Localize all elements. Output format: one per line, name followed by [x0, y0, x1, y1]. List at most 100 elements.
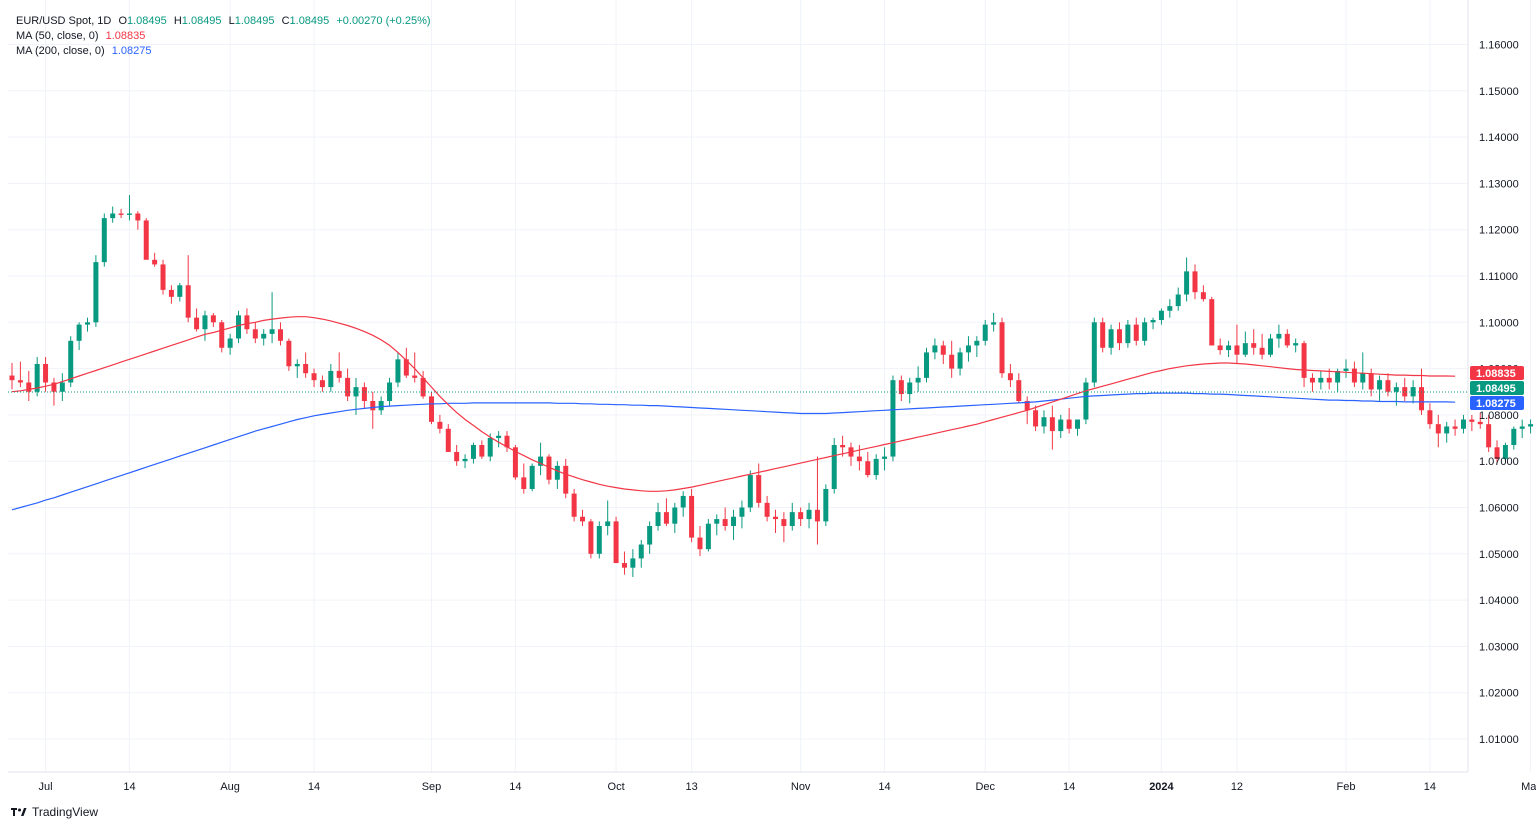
candle-body — [1335, 371, 1340, 383]
candle — [530, 464, 535, 492]
candle — [110, 207, 115, 223]
price-label-ma-50: 1.08835 — [1470, 366, 1524, 380]
candle — [1528, 420, 1533, 434]
candle-body — [1318, 378, 1323, 383]
candle-body — [1251, 343, 1256, 348]
legend-symbol[interactable]: EUR/USD Spot, 1D — [16, 15, 111, 27]
candle-body — [656, 512, 661, 526]
candle-body — [1327, 378, 1332, 383]
candle-body — [1151, 320, 1156, 322]
legend-high-value: 1.08495 — [182, 15, 222, 27]
candle-body — [723, 519, 728, 526]
candle-body — [840, 445, 845, 447]
candle-body — [1436, 424, 1441, 433]
candle — [932, 339, 937, 360]
candle-body — [161, 264, 166, 289]
candle-body — [1486, 424, 1491, 447]
candle-body — [1167, 306, 1172, 311]
price-label-text: 1.08275 — [1476, 398, 1516, 410]
candle-body — [639, 545, 644, 559]
candle-body — [68, 341, 73, 383]
candle-body — [93, 262, 98, 322]
legend-ma50-row[interactable]: MA (50, close, 0) 1.08835 — [16, 29, 431, 44]
candle-body — [102, 218, 107, 262]
candle-body — [1276, 334, 1281, 339]
x-tick-label: 12 — [1231, 781, 1243, 793]
candle-body — [127, 213, 132, 214]
candle-body — [60, 382, 65, 391]
candle-body — [228, 339, 233, 348]
candle — [177, 283, 182, 302]
candle-body — [1520, 426, 1525, 428]
candle-body — [77, 325, 82, 341]
candle — [966, 336, 971, 361]
candle-body — [85, 322, 90, 324]
candle-body — [647, 526, 652, 545]
candle-body — [622, 563, 627, 568]
candle-body — [882, 457, 887, 459]
candle — [815, 457, 820, 545]
candle-body — [798, 512, 803, 519]
candle-body — [1201, 292, 1206, 299]
candle — [1293, 339, 1298, 353]
candle-body — [270, 329, 275, 334]
candle-body — [10, 376, 15, 381]
legend-ma200-value: 1.08275 — [112, 45, 152, 57]
candle — [1243, 332, 1248, 357]
candle — [689, 489, 694, 542]
candle-body — [1117, 329, 1122, 343]
candle-body — [991, 322, 996, 324]
candle-body — [43, 364, 48, 383]
candle-body — [823, 489, 828, 521]
candle-body — [496, 436, 501, 438]
y-tick-label: 1.01000 — [1479, 734, 1519, 746]
y-tick-label: 1.12000 — [1479, 225, 1519, 237]
candle-body — [219, 322, 224, 347]
candle-body — [454, 452, 459, 461]
y-tick-label: 1.03000 — [1479, 641, 1519, 653]
candle — [538, 443, 543, 475]
candle-body — [832, 445, 837, 489]
y-tick-label: 1.16000 — [1479, 40, 1519, 52]
candle-body — [1092, 322, 1097, 382]
candle-body — [1075, 420, 1080, 429]
candle — [35, 357, 40, 396]
y-tick-label: 1.02000 — [1479, 688, 1519, 700]
candle-body — [681, 496, 686, 508]
candle — [924, 348, 929, 383]
candle — [1117, 322, 1122, 350]
price-label-text: 1.08495 — [1476, 383, 1516, 395]
candle — [1209, 297, 1214, 346]
candle-body — [1461, 420, 1466, 429]
candle-body — [748, 475, 753, 507]
candle — [1285, 329, 1290, 348]
candle — [1352, 362, 1357, 387]
candle-body — [563, 466, 568, 494]
x-tick-label: Sep — [422, 781, 442, 793]
candle — [1125, 320, 1130, 348]
candle — [639, 540, 644, 568]
candle — [1083, 378, 1088, 424]
candle-body — [1427, 410, 1432, 424]
candle-body — [471, 445, 476, 459]
candle — [1318, 371, 1323, 390]
candle — [320, 376, 325, 392]
candle — [194, 308, 199, 331]
price-label-last-price: 1.08495 — [1470, 381, 1524, 395]
candle — [1461, 415, 1466, 434]
candle-body — [580, 517, 585, 522]
x-tick-label: Jul — [39, 781, 53, 793]
legend-ma200-row[interactable]: MA (200, close, 0) 1.08275 — [16, 44, 431, 59]
candle-body — [1469, 420, 1474, 422]
candle-body — [169, 290, 174, 297]
candle-body — [429, 396, 434, 421]
y-tick-label: 1.06000 — [1479, 503, 1519, 515]
candle — [899, 376, 904, 401]
grid-lines — [8, 0, 1531, 772]
tradingview-brand[interactable]: TradingView — [10, 805, 98, 819]
candle-body — [211, 315, 216, 322]
candle — [119, 209, 124, 218]
candle — [1151, 318, 1156, 330]
candle-body — [1209, 299, 1214, 345]
